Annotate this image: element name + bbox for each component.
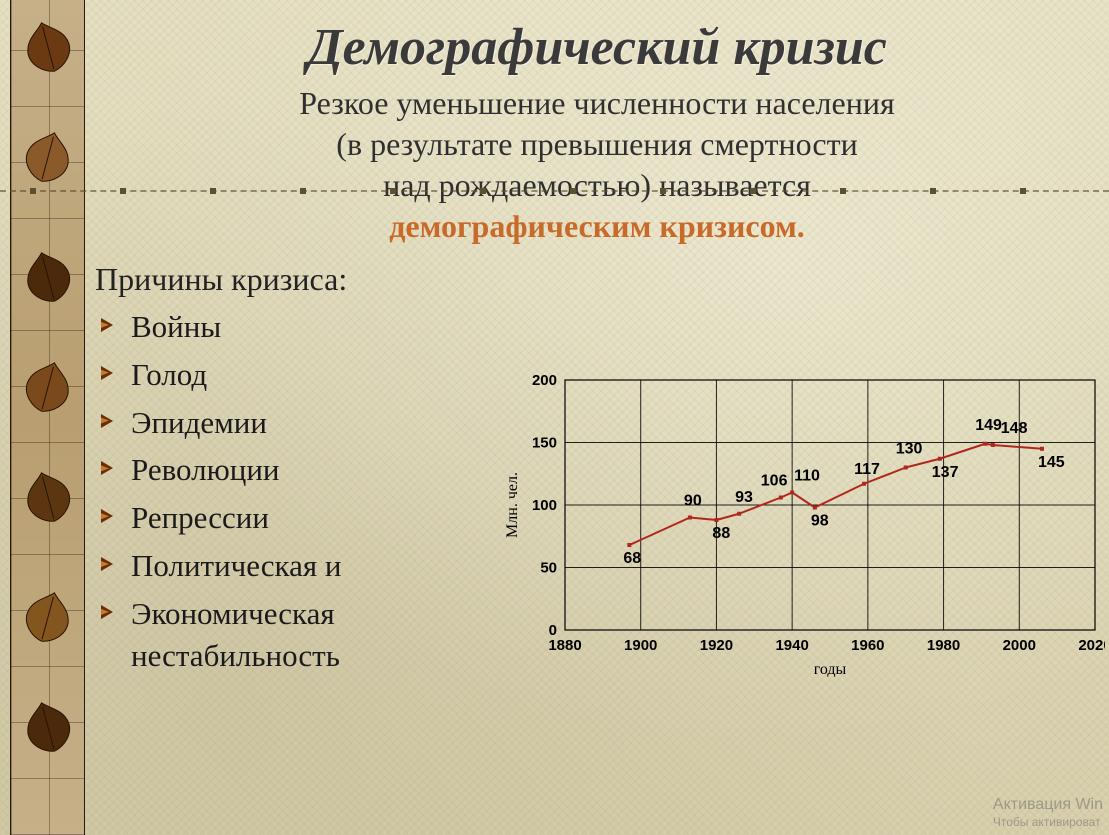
list-item: Голод <box>101 354 461 396</box>
svg-text:2020: 2020 <box>1078 637 1105 654</box>
svg-text:1880: 1880 <box>548 637 581 654</box>
slide: Демографический кризис Резкое уменьшение… <box>0 0 1109 835</box>
leaf-icon <box>15 584 81 650</box>
svg-text:2000: 2000 <box>1003 637 1036 654</box>
svg-text:137: 137 <box>932 464 959 481</box>
list-item: Эпидемии <box>101 402 461 444</box>
leaf-icon <box>15 14 81 80</box>
leaf-icon <box>15 354 81 420</box>
watermark-line1: Активация Win <box>993 796 1103 813</box>
content-area: Демографический кризис Резкое уменьшение… <box>95 10 1099 825</box>
leaf-icon <box>15 694 81 760</box>
svg-text:68: 68 <box>623 550 641 567</box>
subtitle-block: Резкое уменьшение численности населения … <box>115 83 1079 247</box>
svg-text:Млн. чел.: Млн. чел. <box>504 472 521 538</box>
svg-text:200: 200 <box>532 372 557 389</box>
list-item: Революции <box>101 449 461 491</box>
svg-text:148: 148 <box>1001 420 1028 437</box>
svg-text:1920: 1920 <box>700 637 733 654</box>
svg-text:130: 130 <box>896 441 923 458</box>
svg-text:110: 110 <box>794 468 820 485</box>
svg-text:117: 117 <box>854 461 880 478</box>
svg-text:годы: годы <box>814 661 847 678</box>
leaf-icon <box>15 464 81 530</box>
svg-text:0: 0 <box>549 622 557 639</box>
svg-text:1940: 1940 <box>775 637 808 654</box>
causes-list: Войны Голод Эпидемии Революции Репрессии Поли… <box>95 306 461 677</box>
decorative-left-strip <box>10 0 85 835</box>
svg-text:100: 100 <box>532 497 557 514</box>
subtitle-line: Резкое уменьшение численности населения <box>299 85 894 121</box>
svg-text:90: 90 <box>684 493 702 510</box>
subtitle-line: (в результате превышения смертности <box>336 126 857 162</box>
svg-text:150: 150 <box>532 435 557 452</box>
list-item: Репрессии <box>101 497 461 539</box>
list-item: Войны <box>101 306 461 348</box>
svg-text:149: 149 <box>975 417 1002 434</box>
leaf-icon <box>15 244 81 310</box>
svg-text:88: 88 <box>712 525 730 542</box>
subtitle-highlight: демографическим кризисом. <box>389 208 805 244</box>
svg-text:93: 93 <box>735 489 753 506</box>
svg-text:106: 106 <box>761 473 788 490</box>
svg-text:50: 50 <box>540 560 557 577</box>
subtitle-line: над рождаемостью) называется <box>383 167 811 203</box>
chart-svg: 1880 1900 1920 1940 1960 1980 2000 2020 0 50 100 15… <box>495 370 1105 680</box>
svg-text:1960: 1960 <box>851 637 884 654</box>
svg-text:145: 145 <box>1038 454 1065 471</box>
windows-activation-watermark: Активация Win Чтобы активироват <box>993 795 1103 829</box>
page-title: Демографический кризис <box>95 18 1099 77</box>
population-chart: 1880 1900 1920 1940 1960 1980 2000 2020 0 50 100 15… <box>495 370 1105 680</box>
svg-text:1980: 1980 <box>927 637 960 654</box>
causes-heading: Причины кризиса: <box>95 261 1099 298</box>
svg-text:98: 98 <box>811 513 829 530</box>
leaf-icon <box>15 124 81 190</box>
list-item: Политическая и <box>101 545 461 587</box>
watermark-line2: Чтобы активироват <box>993 815 1103 829</box>
svg-text:1900: 1900 <box>624 637 657 654</box>
list-item: Экономическая нестабильность <box>101 593 461 677</box>
